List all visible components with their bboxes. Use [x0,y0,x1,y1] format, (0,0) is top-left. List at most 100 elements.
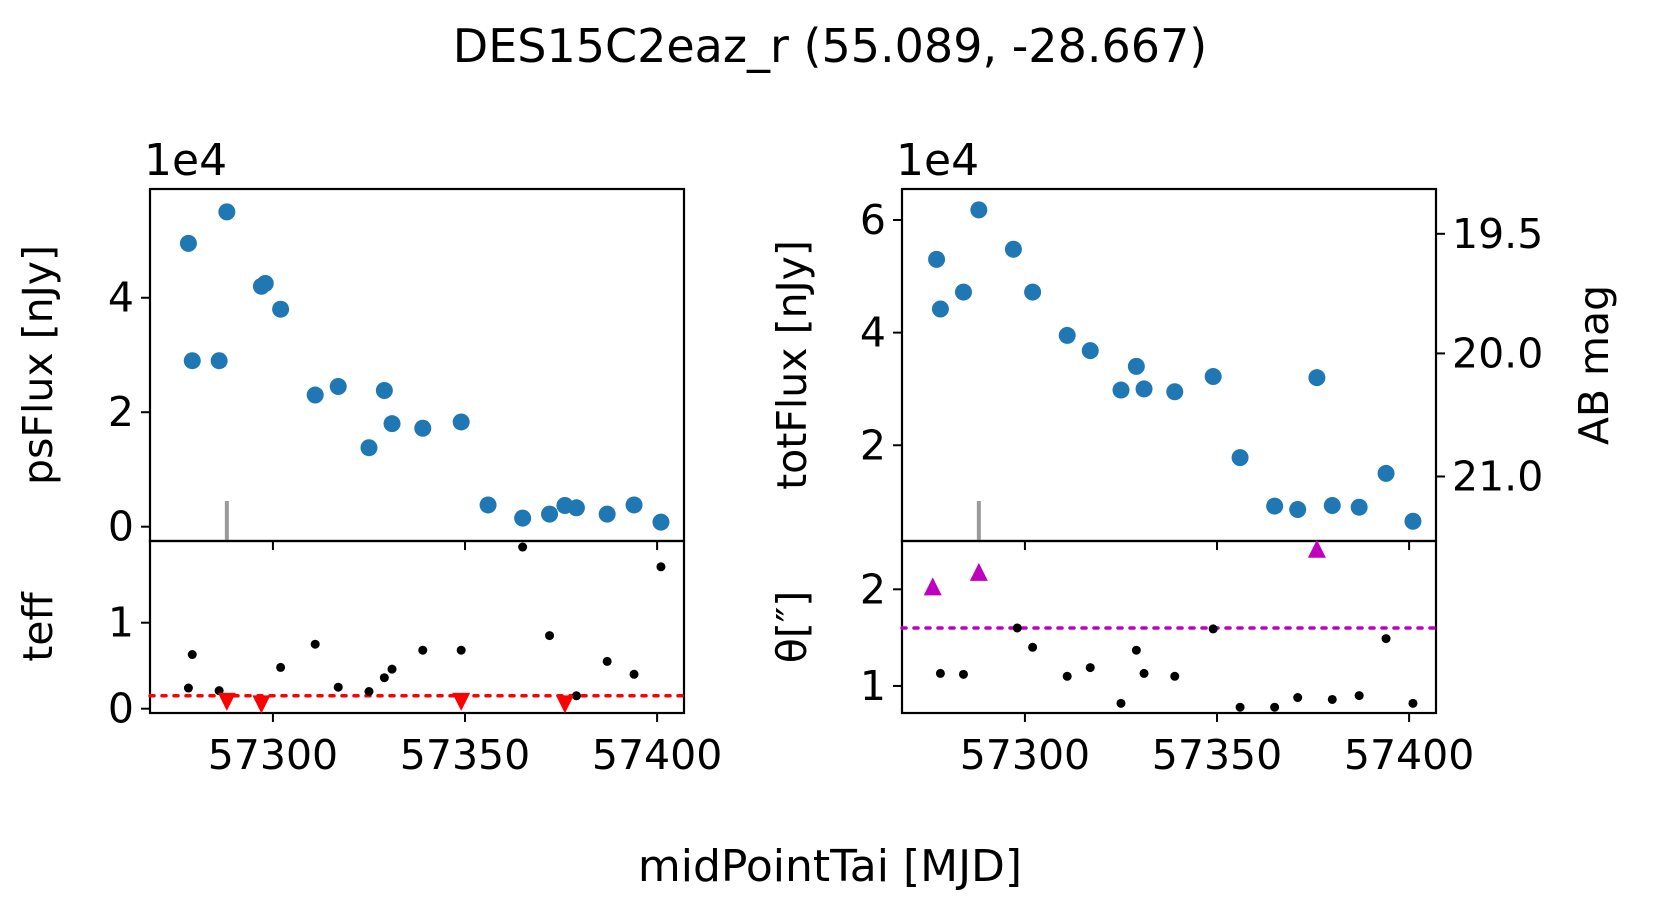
psflux-panel: psFlux [nJy] 1e4 0 2 4 [14,135,686,551]
theta-limit-marker [923,577,942,596]
psflux-data-point [218,203,236,221]
theta-y-tick-label: 2 [860,565,886,613]
totflux-y-tick-label: 2 [860,421,886,469]
psflux-data-point [360,439,378,457]
totflux-data-point [1404,512,1422,530]
theta-data-point [1408,698,1418,708]
theta-data-point [1116,698,1126,708]
teff-data-point [629,669,639,679]
teff-data-point [187,650,197,660]
teff-data-point [418,645,428,655]
theta-data-point [1235,702,1245,712]
teff-limit-marker [252,695,271,714]
theta-data-point [1085,663,1095,673]
figure-title: DES15C2eaz_r (55.089, -28.667) [453,19,1207,73]
psflux-data-point [183,352,201,370]
psflux-data-point [567,499,585,517]
psflux-data-point [256,274,274,292]
totflux-data-point [1308,369,1326,387]
theta-data-point [1139,668,1149,678]
psflux-data-point [414,419,432,437]
teff-data-point [518,542,528,552]
psflux-data-point [179,234,197,252]
theta-data-point [935,668,945,678]
totflux-axes-frame [900,187,1438,543]
teff-data-point [379,673,389,683]
psflux-y-tick-label: 0 [108,503,134,551]
ab-mag-tick-label: 19.5 [1452,210,1543,258]
psflux-data-point [541,505,559,523]
psflux-data-point [479,496,497,514]
teff-axes-frame [148,539,686,715]
psflux-data-point [652,513,670,531]
totflux-data-point [1377,464,1395,482]
totflux-data-point [1081,342,1099,360]
teff-data-point [602,656,612,666]
teff-x-tick-label: 57350 [400,731,530,779]
theta-data-point [1327,694,1337,704]
totflux-data-point [1004,240,1022,258]
teff-x-tick-label: 57300 [208,731,338,779]
teff-limit-marker [452,692,471,711]
psflux-data-point [272,300,290,318]
teff-data-point [456,645,466,655]
theta-data-point [1270,702,1280,712]
teff-panel: teff 0 1 57300 57350 57400 [14,539,722,779]
totflux-data-point [1266,497,1284,515]
totflux-data-point [1289,500,1307,518]
psflux-y-tick-label: 4 [108,274,134,322]
psflux-data-point [375,381,393,399]
totflux-data-point [1350,498,1368,516]
psflux-data-point [329,377,347,395]
theta-data-point [958,669,968,679]
theta-limit-marker [969,562,988,581]
totflux-data-point [1166,383,1184,401]
totflux-y-tick-label: 6 [860,196,886,244]
totflux-panel: totFlux [nJy] 1e4 2 4 6 19.5 20.0 21.0 AB mag [768,135,1618,550]
theta-data-point [1354,691,1364,701]
teff-limit-marker [217,692,236,711]
theta-data-point [1293,693,1303,703]
theta-data-point [1208,624,1218,634]
totflux-data-point [1024,283,1042,301]
theta-data-point [1381,634,1391,644]
totflux-data-point [1231,449,1249,467]
theta-data-point [1062,671,1072,681]
theta-x-tick-label: 57350 [1152,731,1282,779]
teff-limit-marker [555,695,574,714]
teff-data-point [571,691,581,701]
totflux-data-point [1204,368,1222,386]
psflux-y-tick-label: 2 [108,388,134,436]
theta-data-point [1028,642,1038,652]
teff-y-axis-label: teff [14,590,62,661]
totflux-y-axis-label: totFlux [nJy] [768,240,816,490]
psflux-data-point [210,352,228,370]
psflux-data-point [598,505,616,523]
totflux-offset-text: 1e4 [896,135,979,186]
theta-y-tick-label: 1 [860,662,886,710]
theta-x-tick-label: 57400 [1344,731,1474,779]
psflux-data-point [514,509,532,527]
psflux-data-point [625,496,643,514]
psflux-data-point [452,413,470,431]
theta-y-axis-label: θ[″] [768,591,816,663]
teff-data-point [656,562,666,572]
theta-data-point [1012,623,1022,633]
teff-data-point [387,664,397,674]
ab-mag-axis-label: AB mag [1570,285,1618,445]
teff-y-tick-label: 1 [108,599,134,647]
psflux-data-point [306,386,324,404]
totflux-data-point [931,300,949,318]
teff-data-point [276,662,286,672]
totflux-data-point [1323,497,1341,515]
theta-x-tick-label: 57300 [960,731,1090,779]
totflux-data-point [1135,380,1153,398]
totflux-data-point [928,250,946,268]
psflux-axes-frame [148,187,686,543]
teff-y-tick-label: 0 [108,685,134,733]
theta-limit-marker [1307,539,1326,558]
totflux-data-point [1112,381,1130,399]
totflux-data-point [1058,326,1076,344]
teff-data-point [333,682,343,692]
